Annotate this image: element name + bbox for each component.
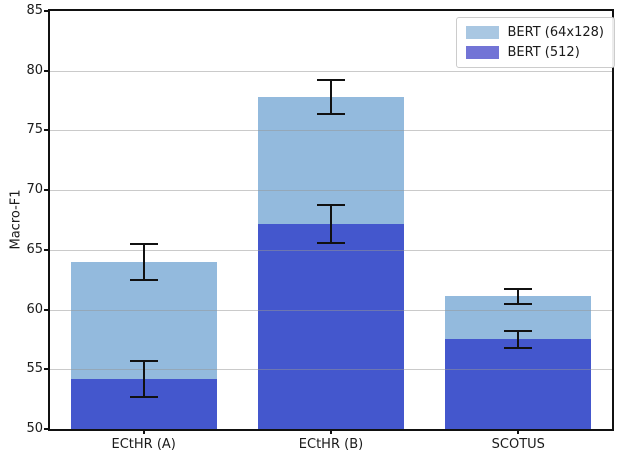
y-tick xyxy=(44,428,50,430)
error-bar-cap xyxy=(317,241,345,244)
legend-swatch xyxy=(465,26,499,39)
plot-area xyxy=(50,11,612,429)
legend: BERT (64x128) BERT (512) xyxy=(455,17,615,68)
y-tick xyxy=(44,129,50,132)
x-tick xyxy=(517,429,520,434)
error-bar-line xyxy=(330,80,332,114)
y-tick-label: 80 xyxy=(26,62,43,78)
error-bar-line xyxy=(517,288,520,305)
gridline xyxy=(50,369,612,371)
y-tick-label: 50 xyxy=(26,421,43,436)
y-tick xyxy=(44,248,50,251)
gridline xyxy=(50,70,612,72)
legend-label: BERT (64x128) xyxy=(507,25,604,40)
error-bar-cap xyxy=(317,203,345,206)
error-bar-cap xyxy=(129,278,158,281)
legend-item: BERT (512) xyxy=(465,45,604,60)
gridline xyxy=(50,130,612,132)
y-tick-label: 55 xyxy=(26,361,43,377)
error-bar-cap xyxy=(504,330,533,333)
y-tick xyxy=(44,368,50,371)
y-tick-label: 60 xyxy=(26,301,43,317)
y-tick xyxy=(44,189,50,192)
y-tick xyxy=(44,69,50,72)
bar xyxy=(257,223,404,429)
y-tick-label: 65 xyxy=(26,241,43,257)
legend-label: BERT (512) xyxy=(507,45,580,60)
error-bar-cap xyxy=(129,395,158,398)
gridline xyxy=(50,190,612,192)
error-bar-cap xyxy=(504,287,533,290)
error-bar-line xyxy=(142,360,145,397)
error-bar-cap xyxy=(317,112,345,115)
y-tick-label: 85 xyxy=(26,3,43,18)
x-tick xyxy=(330,429,332,434)
x-tick-label: ECtHR (A) xyxy=(111,437,176,452)
y-tick xyxy=(44,10,50,12)
legend-swatch xyxy=(465,46,499,59)
error-bar-line xyxy=(330,204,332,243)
y-tick xyxy=(44,308,50,311)
gridline xyxy=(50,309,612,311)
x-tick-label: SCOTUS xyxy=(491,437,545,452)
error-bar-line xyxy=(517,331,520,348)
gridline xyxy=(50,249,612,251)
error-bar-cap xyxy=(129,359,158,362)
error-bar-line xyxy=(142,243,145,280)
y-tick-label: 70 xyxy=(26,182,43,198)
error-bar-cap xyxy=(504,346,533,349)
error-bar-cap xyxy=(317,79,345,82)
x-tick xyxy=(142,429,145,434)
error-bar-cap xyxy=(504,303,533,306)
bar xyxy=(445,339,592,429)
y-tick-label: 75 xyxy=(26,122,43,138)
x-tick-label: ECtHR (B) xyxy=(298,437,364,452)
error-bar-cap xyxy=(129,242,158,245)
legend-item: BERT (64x128) xyxy=(465,25,604,40)
